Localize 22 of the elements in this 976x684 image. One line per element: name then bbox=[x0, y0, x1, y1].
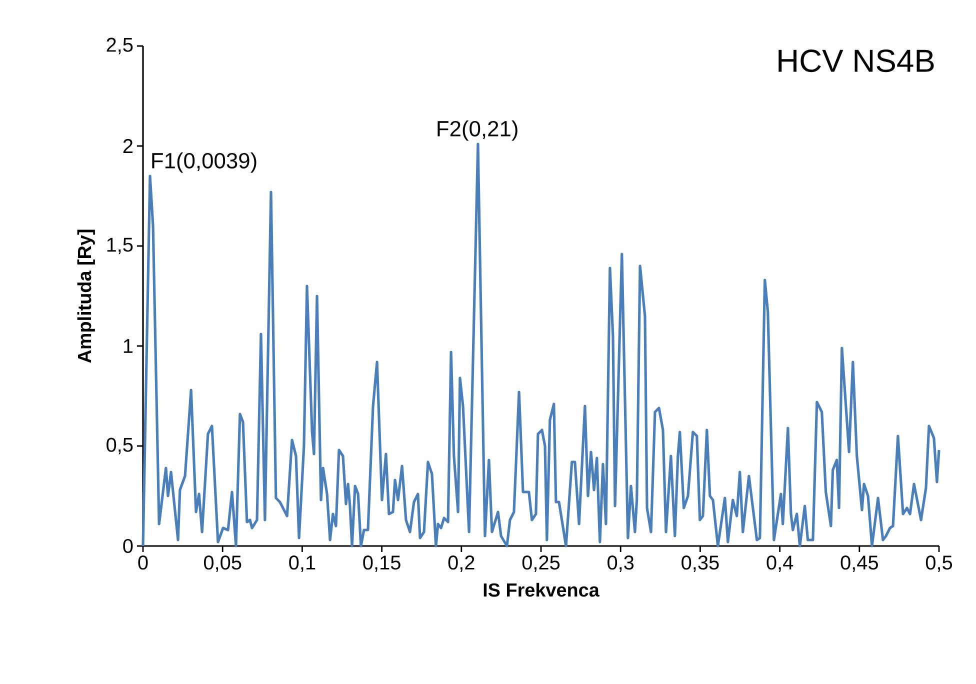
y-tick-label: 2 bbox=[123, 139, 132, 153]
x-tick-label: 0,45 bbox=[840, 556, 878, 572]
x-tick-label: 0,15 bbox=[363, 556, 400, 572]
y-tick-label: 1,5 bbox=[107, 238, 133, 254]
x-tick-label: 0,5 bbox=[926, 556, 952, 572]
y-tick-label: 0 bbox=[123, 538, 133, 554]
annotation: F2(0,21) bbox=[438, 120, 518, 141]
x-tick-label: 0,05 bbox=[204, 556, 242, 572]
y-axis-title: Amplituda [Ry] bbox=[77, 230, 95, 363]
x-axis-title: IS Frekvenca bbox=[484, 582, 600, 597]
annotation: F1(0,0039) bbox=[152, 152, 256, 173]
x-tick-label: 0,4 bbox=[766, 556, 794, 572]
x-tick-label: 0,25 bbox=[522, 556, 560, 572]
x-tick-label: 0,1 bbox=[289, 556, 316, 572]
y-tick-label: 2,5 bbox=[106, 38, 133, 54]
x-tick-label: 0,35 bbox=[682, 556, 719, 572]
x-tick-label: 0 bbox=[138, 556, 148, 570]
chart-title: HCV NS4B bbox=[778, 50, 934, 72]
y-tick-label: 1 bbox=[124, 339, 133, 353]
y-tick-label: 0,5 bbox=[106, 438, 133, 454]
x-tick-label: 0,2 bbox=[448, 556, 474, 572]
x-tick-label: 0,3 bbox=[608, 556, 634, 572]
